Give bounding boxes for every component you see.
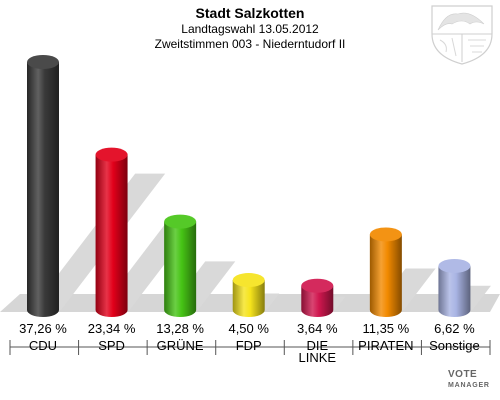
vote-manager-logo: VOTE MANAGER — [448, 370, 490, 391]
bar-gr-ne — [164, 214, 197, 318]
bar-spd — [95, 147, 128, 318]
value-label-fdp: 4,50 % — [228, 321, 269, 336]
category-label-piraten: PIRATEN — [358, 338, 413, 353]
value-label-piraten: 11,35 % — [362, 321, 409, 336]
chart-title: Stadt Salzkotten — [195, 5, 305, 21]
bar-sonstige — [438, 258, 471, 318]
chart-subtitle-district: Zweitstimmen 003 - Niederntudorf II — [154, 37, 346, 51]
value-label-sonstige: 6,62 % — [434, 321, 475, 336]
category-label-sonstige: Sonstige — [429, 338, 480, 353]
bar-die-linke — [301, 278, 334, 318]
category-label-fdp: FDP — [236, 338, 262, 353]
value-label-gr-ne: 13,28 % — [156, 321, 204, 336]
category-label-die-linke: DIE — [306, 338, 328, 353]
bar-fdp — [232, 273, 265, 317]
coat-of-arms-icon — [431, 5, 493, 65]
category-label-cdu: CDU — [29, 338, 57, 353]
value-label-cdu: 37,26 % — [19, 321, 67, 336]
category-label-gr-ne: GRÜNE — [157, 338, 204, 353]
bar-piraten — [369, 227, 402, 318]
vote-manager-logo-line1: VOTE — [448, 369, 478, 380]
category-label-spd: SPD — [98, 338, 125, 353]
category-label-die-linke: LINKE — [298, 350, 336, 365]
value-label-die-linke: 3,64 % — [297, 321, 338, 336]
vote-manager-logo-line2: MANAGER — [448, 382, 490, 389]
chart-subtitle-election: Landtagswahl 13.05.2012 — [181, 22, 319, 36]
value-label-spd: 23,34 % — [88, 321, 136, 336]
bar-cdu — [27, 55, 59, 317]
